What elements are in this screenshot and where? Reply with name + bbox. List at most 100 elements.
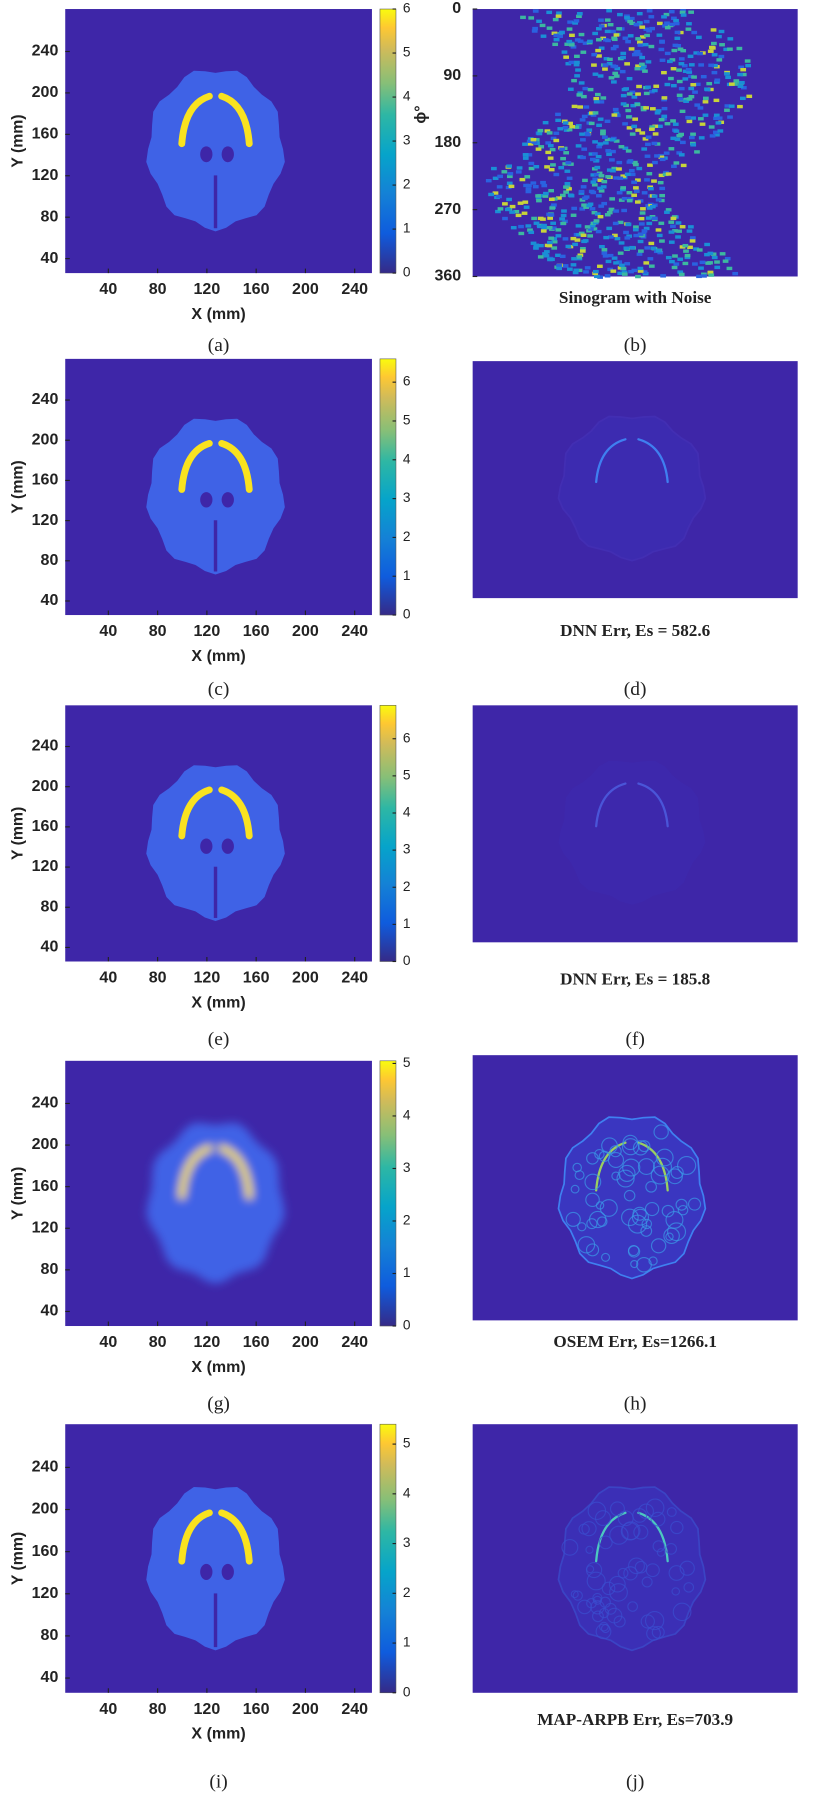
sinogram-noise [624, 16, 630, 20]
brain-outline [146, 418, 285, 575]
sinogram-noise [701, 274, 707, 278]
sinogram-noise [637, 43, 644, 47]
sinogram-noise [643, 226, 650, 231]
y-tick-label: 160 [32, 126, 59, 143]
sinogram-noise [535, 196, 542, 200]
ventricle [221, 492, 234, 508]
sinogram-noise [688, 86, 695, 91]
sinogram-noise [573, 19, 580, 23]
texture [628, 1557, 645, 1575]
y-axis-label: Y (mm) [9, 114, 26, 167]
texture [677, 1156, 697, 1175]
striatum [178, 1144, 213, 1200]
sinogram-noise [613, 209, 619, 213]
sinogram-noise [587, 234, 594, 238]
sinogram-noise [676, 68, 682, 72]
x-axis-label: X (mm) [191, 648, 245, 665]
sinogram-noise [575, 68, 581, 72]
brain-outline [557, 1486, 707, 1652]
sinogram-noise [548, 197, 555, 202]
sinogram-noise [676, 229, 682, 233]
sinogram-noise [593, 96, 600, 101]
sinogram-noise [656, 21, 663, 26]
brain-outline [146, 765, 285, 921]
sinogram-noise [572, 270, 579, 275]
texture [650, 1511, 666, 1527]
sinogram-noise [673, 161, 680, 165]
brain-outline [146, 1122, 285, 1285]
sinogram-noise [578, 32, 585, 37]
sinogram-noise [604, 18, 611, 22]
sinogram-noise [688, 135, 695, 140]
sinogram-noise [700, 74, 707, 79]
sinogram-noise [605, 149, 612, 153]
sinogram-noise [634, 102, 641, 107]
sinogram-noise [592, 31, 599, 36]
sinogram-noise [592, 111, 599, 115]
x-tick-label: 120 [194, 281, 221, 298]
sinogram-noise [634, 200, 641, 204]
x-tick-label: 240 [341, 281, 368, 298]
sinogram-noise [618, 145, 625, 149]
sinogram-noise [548, 188, 555, 193]
sinogram-noise [533, 243, 540, 247]
sinogram-noise [664, 210, 670, 214]
sinogram-noise [670, 216, 677, 221]
sinogram-noise [708, 273, 715, 277]
sinogram-noise [643, 106, 649, 110]
sinogram-noise [690, 116, 696, 120]
sinogram-noise [671, 265, 678, 270]
panel-label: (h) [624, 1394, 647, 1415]
sinogram-noise [528, 16, 535, 20]
sinogram-noise [578, 189, 585, 194]
brain-image [146, 70, 285, 232]
sinogram-noise [611, 166, 618, 171]
sinogram-noise [606, 62, 613, 66]
sinogram-noise [649, 90, 655, 94]
striatum [178, 786, 213, 840]
sinogram-noise [538, 145, 545, 149]
sinogram-noise [665, 208, 672, 212]
colorbar-tick-label: 3 [403, 842, 411, 857]
sinogram-noise [608, 207, 615, 212]
texture [591, 1610, 604, 1623]
sinogram-noise [519, 177, 526, 182]
sinogram-noise [597, 264, 603, 268]
sinogram-noise [631, 193, 638, 197]
sinogram-noise [678, 62, 685, 66]
sinogram-noise [590, 180, 597, 184]
sinogram-noise [599, 244, 605, 249]
sinogram-noise [657, 180, 664, 185]
sinogram-noise [664, 21, 670, 25]
sinogram-noise [661, 106, 668, 111]
sinogram-noise [531, 140, 538, 144]
sinogram-noise [522, 156, 529, 160]
texture [641, 1576, 653, 1588]
sinogram-noise [605, 175, 611, 179]
sinogram-noise [676, 79, 683, 84]
texture [667, 1222, 687, 1242]
sinogram-noise [637, 40, 643, 45]
sinogram-noise [580, 246, 586, 251]
sinogram-noise [668, 10, 675, 14]
sinogram-noise [604, 119, 611, 123]
sinogram-noise [626, 92, 633, 96]
sinogram-noise [698, 63, 705, 67]
sinogram-noise [678, 57, 685, 61]
sinogram-noise [559, 217, 565, 221]
sinogram-noise [515, 170, 522, 174]
sinogram-noise [588, 121, 595, 126]
sinogram-noise [688, 74, 694, 79]
panel-caption: DNN Err, Es = 582.6 [560, 621, 711, 640]
sinogram-noise [592, 140, 598, 144]
sinogram-noise [674, 137, 681, 142]
sinogram-noise [532, 9, 539, 13]
sinogram-noise [563, 190, 569, 194]
texture [572, 1590, 583, 1601]
panel-label: (g) [207, 1394, 230, 1415]
sinogram-noise [550, 163, 556, 167]
sinogram-noise [561, 209, 567, 213]
sinogram-noise [596, 54, 602, 58]
sinogram-noise [625, 108, 632, 113]
